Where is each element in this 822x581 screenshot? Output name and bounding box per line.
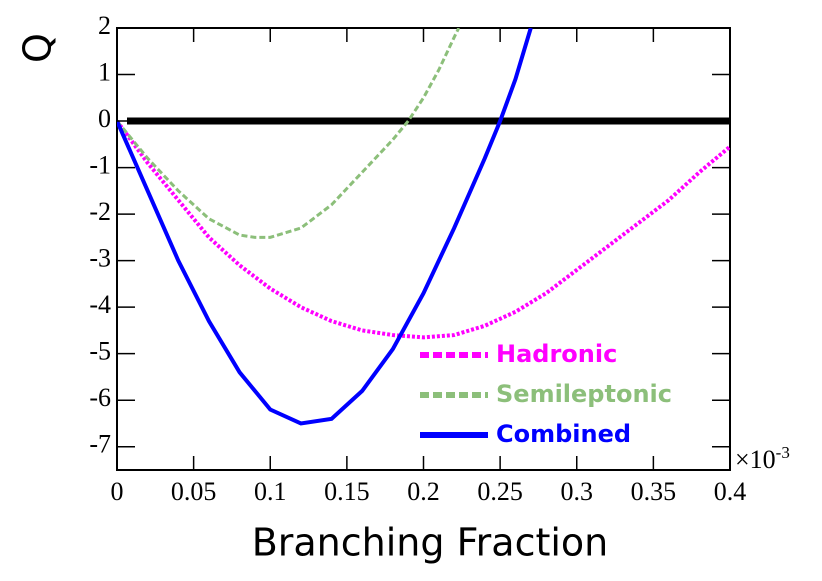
curves	[117, 28, 730, 426]
legend-label: Semileptonic	[496, 380, 672, 408]
series-line	[117, 119, 730, 340]
x-multiplier-exponent: -3	[776, 443, 790, 462]
y-tick-label: -1	[89, 151, 111, 180]
y-tick-label: -5	[89, 337, 111, 366]
x-tick-label: 0.15	[324, 477, 370, 506]
y-axis-label: Q	[16, 33, 60, 63]
legend-label: Combined	[496, 420, 631, 448]
x-multiplier-base: ×10	[735, 445, 776, 474]
x-tick-label: 0.3	[561, 477, 594, 506]
y-tick-label: 1	[98, 57, 111, 86]
y-tick-label: -6	[89, 383, 111, 412]
x-tick-label: 0.4	[714, 477, 747, 506]
x-axis-label: Branching Fraction	[252, 521, 609, 565]
x-tick-label: 0.35	[631, 477, 677, 506]
x-multiplier: ×10-3	[735, 443, 790, 474]
x-tick-label: 0	[111, 477, 124, 506]
legend-label: Hadronic	[496, 340, 617, 368]
y-tick-label: -3	[89, 244, 111, 273]
y-tick-label: -7	[89, 430, 111, 459]
x-tick-label: 0.05	[171, 477, 217, 506]
x-tick-label: 0.2	[407, 477, 440, 506]
series-line	[117, 28, 461, 239]
series-line	[117, 28, 533, 426]
y-tick-label: -4	[89, 290, 111, 319]
y-tick-label: 0	[98, 104, 111, 133]
x-tick-label: 0.25	[477, 477, 523, 506]
y-tick-label: -2	[89, 197, 111, 226]
x-tick-label: 0.1	[254, 477, 287, 506]
y-tick-label: 2	[98, 11, 111, 40]
